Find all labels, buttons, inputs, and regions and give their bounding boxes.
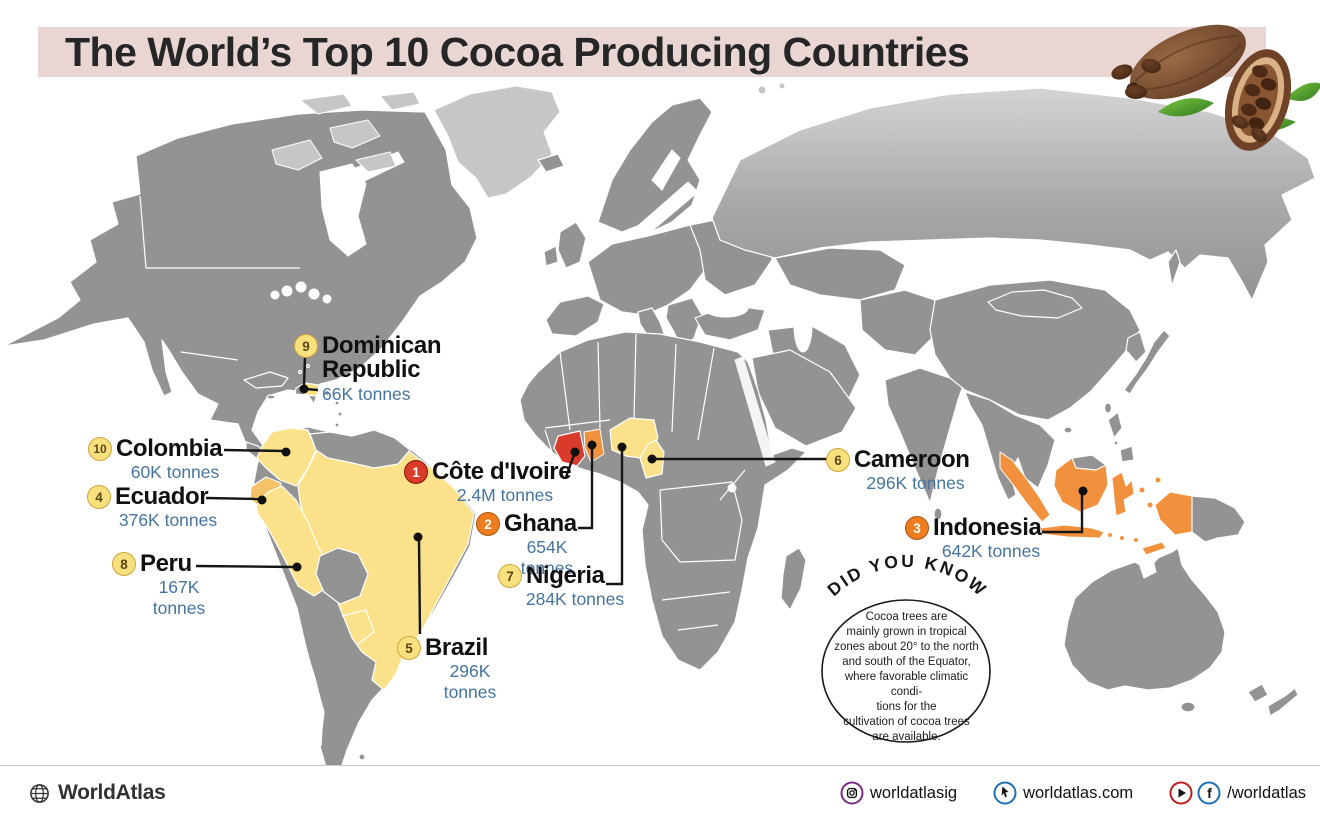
map-indonesia-oceania <box>999 451 1299 717</box>
social-links: worldatlasig worldatlas.com f /worlda <box>840 781 1306 805</box>
worldatlas-brand: WorldAtlas <box>28 781 166 805</box>
cocoa-beans-icon <box>1111 58 1267 143</box>
map-madagascar <box>780 547 807 611</box>
map-sulawesi <box>1111 471 1135 517</box>
map-colombia <box>256 427 317 487</box>
play-icon <box>1169 781 1193 805</box>
map-south-america <box>249 426 477 772</box>
map-india <box>884 367 969 504</box>
youtube-facebook-link[interactable]: f /worldatlas <box>1169 781 1306 805</box>
map-north-america <box>3 85 561 461</box>
title-banner: The World’s Top 10 Cocoa Producing Count… <box>38 27 1266 77</box>
cocoa-illustration <box>1111 24 1320 151</box>
map-sumatra <box>999 451 1051 523</box>
map-southeast-asia <box>964 391 1056 501</box>
map-greenland <box>433 85 561 199</box>
footer: WorldAtlas worldatlasig worldatlas.com <box>0 765 1320 819</box>
map-africa <box>519 331 807 671</box>
leader-lines <box>195 356 1088 635</box>
map-china <box>929 279 1141 421</box>
map-australia <box>1063 547 1226 691</box>
leaf-icon <box>1286 82 1320 101</box>
instagram-icon <box>840 781 864 805</box>
instagram-handle: worldatlasig <box>869 783 958 802</box>
website-link[interactable]: worldatlas.com <box>993 781 1133 805</box>
page-title: The World’s Top 10 Cocoa Producing Count… <box>65 28 970 75</box>
facebook-icon: f <box>1197 781 1221 805</box>
svg-text:f: f <box>1207 785 1212 801</box>
leaf-icon <box>1158 98 1214 117</box>
did-you-know-body: Cocoa trees are mainly grown in tropical… <box>834 611 979 743</box>
map-asia <box>694 82 1316 521</box>
brand-text: WorldAtlas <box>58 781 166 804</box>
map-europe <box>537 97 773 353</box>
website-url: worldatlas.com <box>1023 783 1134 802</box>
instagram-link[interactable]: worldatlasig <box>840 781 957 805</box>
map-papua-new-guinea <box>1191 495 1246 543</box>
map-west-new-guinea <box>1154 491 1193 536</box>
facebook-handle: /worldatlas <box>1227 783 1306 802</box>
map-cote-divoire <box>553 430 586 467</box>
globe-icon <box>30 783 49 803</box>
cursor-icon <box>993 781 1017 805</box>
